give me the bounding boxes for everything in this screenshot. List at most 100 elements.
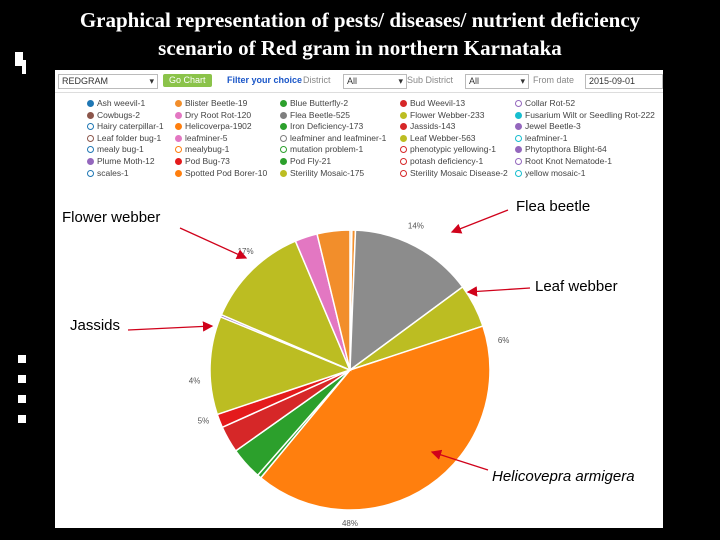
legend-label: Flea Beetle-525 (290, 109, 351, 120)
legend-entry[interactable]: Helicoverpa-1902 (175, 121, 252, 132)
annotation-flea-beetle: Flea beetle (516, 198, 591, 215)
legend-entry[interactable]: Flower Webber-233 (400, 110, 485, 121)
arrow-jassids (127, 321, 214, 332)
legend-entry[interactable]: Spotted Pod Borer-10 (175, 168, 267, 179)
legend-entry[interactable]: leafminer and leafminer-1 (280, 133, 386, 144)
annotation-jassids: Jassids (70, 317, 121, 334)
legend-entry[interactable]: yellow mosaic-1 (515, 168, 585, 179)
legend-entry[interactable]: Plume Moth-12 (87, 156, 155, 167)
arrow-flea-beetle (450, 209, 509, 234)
legend-swatch (280, 158, 287, 165)
legend-entry[interactable]: mealy bug-1 (87, 144, 144, 155)
legend-entry[interactable]: Blister Beetle-19 (175, 98, 247, 109)
legend-entry[interactable]: mealybug-1 (175, 144, 229, 155)
legend-label: Blue Butterfly-2 (290, 98, 349, 108)
pie-slice[interactable] (259, 325, 491, 511)
legend-entry[interactable]: scales-1 (87, 168, 129, 179)
legend-swatch (175, 169, 182, 177)
legend-label: Leaf Webber-563 (410, 132, 476, 143)
legend-label: Hairy caterpillar-1 (97, 121, 164, 132)
percent-label: 48% (342, 519, 358, 528)
arrow-helicovepra (430, 449, 489, 471)
legend-label: mealybug-1 (185, 144, 230, 155)
annotation-leaf-webber: Leaf webber (535, 278, 618, 295)
filter-toolbar: REDGRAM ▾ Go Chart Filter your choice Di… (55, 70, 663, 93)
legend-label: Phytopthora Blight-64 (525, 144, 607, 155)
slide-title: Graphical representation of pests/ disea… (0, 6, 720, 62)
legend-entry[interactable]: potash deficiency-1 (400, 156, 483, 167)
annotation-flower-webber: Flower webber (62, 209, 161, 226)
legend-label: Blister Beetle-19 (185, 98, 248, 108)
legend-entry[interactable]: Jassids-143 (400, 121, 455, 132)
legend-entry[interactable]: phenotypic yellowing-1 (400, 144, 496, 155)
legend-entry[interactable]: Pod Bug-73 (175, 156, 230, 167)
legend-entry[interactable]: Sterility Mosaic Disease-2 (400, 168, 508, 179)
legend-entry[interactable]: leafminer-5 (175, 133, 228, 144)
legend-label: Fusarium Wilt or Seedling Rot-222 (525, 109, 655, 120)
subdistrict-label: Sub District (407, 75, 454, 85)
legend-entry[interactable]: Jewel Beetle-3 (515, 121, 581, 132)
crop-select[interactable]: REDGRAM ▾ (58, 74, 158, 89)
legend-label: Sterility Mosaic Disease-2 (410, 167, 508, 178)
pie-slice[interactable] (349, 229, 464, 372)
legend-swatch (515, 169, 522, 177)
pie-slice[interactable] (209, 315, 353, 416)
legend-entry[interactable]: Sterility Mosaic-175 (280, 168, 364, 179)
legend-entry[interactable]: leafminer-1 (515, 133, 568, 144)
legend-label: phenotypic yellowing-1 (410, 144, 496, 155)
legend-entry[interactable]: Hairy caterpillar-1 (87, 121, 164, 132)
legend-swatch (515, 158, 522, 165)
legend-entry[interactable]: Dry Root Rot-120 (175, 110, 251, 121)
legend-entry[interactable]: Pod Fly-21 (280, 156, 331, 167)
percent-label: 14% (408, 222, 424, 231)
legend-label: Dry Root Rot-120 (185, 109, 252, 120)
legend-swatch (175, 100, 182, 107)
legend-entry[interactable]: Cowbugs-2 (87, 110, 140, 121)
legend-label: Ash weevil-1 (97, 98, 146, 108)
decor-dot (18, 395, 26, 403)
legend-swatch (400, 158, 407, 165)
arrow-leaf-webber (466, 286, 531, 297)
legend-entry[interactable]: Iron Deficiency-173 (280, 121, 363, 132)
district-select[interactable]: All ▾ (343, 74, 407, 89)
legend-entry[interactable]: Leaf folder bug-1 (87, 133, 161, 144)
legend-entry[interactable]: Fusarium Wilt or Seedling Rot-222 (515, 110, 655, 121)
legend-swatch (175, 111, 182, 119)
legend-swatch (400, 111, 407, 119)
subdistrict-select-value: All (469, 76, 480, 86)
annotation-helicovepra: Helicovepra armigera (492, 468, 635, 485)
legend-entry[interactable]: Leaf Webber-563 (400, 133, 476, 144)
legend-label: yellow mosaic-1 (525, 167, 586, 178)
legend-label: Iron Deficiency-173 (290, 121, 364, 132)
pie-slice[interactable] (220, 240, 352, 372)
legend-label: leafminer-5 (185, 132, 228, 143)
percent-label: 6% (498, 336, 510, 345)
legend-label: Jassids-143 (410, 121, 456, 132)
legend-swatch (175, 146, 182, 154)
legend-swatch (400, 134, 407, 142)
legend-label: leafminer and leafminer-1 (290, 132, 387, 143)
legend-entry[interactable]: Blue Butterfly-2 (280, 98, 348, 109)
legend-swatch (87, 123, 94, 131)
legend-label: Sterility Mosaic-175 (290, 167, 365, 178)
legend-entry[interactable]: Root Knot Nematode-1 (515, 156, 612, 167)
legend-entry[interactable]: Phytopthora Blight-64 (515, 144, 607, 155)
legend-swatch (400, 169, 407, 177)
legend-label: potash deficiency-1 (410, 156, 484, 166)
go-chart-button[interactable]: Go Chart (163, 74, 212, 87)
legend-entry[interactable]: Ash weevil-1 (87, 98, 145, 109)
legend-entry[interactable]: Flea Beetle-525 (280, 110, 350, 121)
legend-entry[interactable]: Bud Weevil-13 (400, 98, 465, 109)
subdistrict-select[interactable]: All ▾ (465, 74, 529, 89)
legend-swatch (280, 111, 287, 119)
legend-swatch (87, 146, 94, 154)
chevron-down-icon: ▾ (149, 76, 154, 86)
legend-swatch (400, 123, 407, 131)
legend-label: Bud Weevil-13 (410, 98, 466, 108)
pie-slice[interactable] (316, 229, 351, 371)
legend-label: Root Knot Nematode-1 (525, 156, 612, 166)
legend-entry[interactable]: mutation problem-1 (280, 144, 363, 155)
legend-entry[interactable]: Collar Rot-52 (515, 98, 575, 109)
from-date-input[interactable]: 2015-09-01 (585, 74, 663, 89)
